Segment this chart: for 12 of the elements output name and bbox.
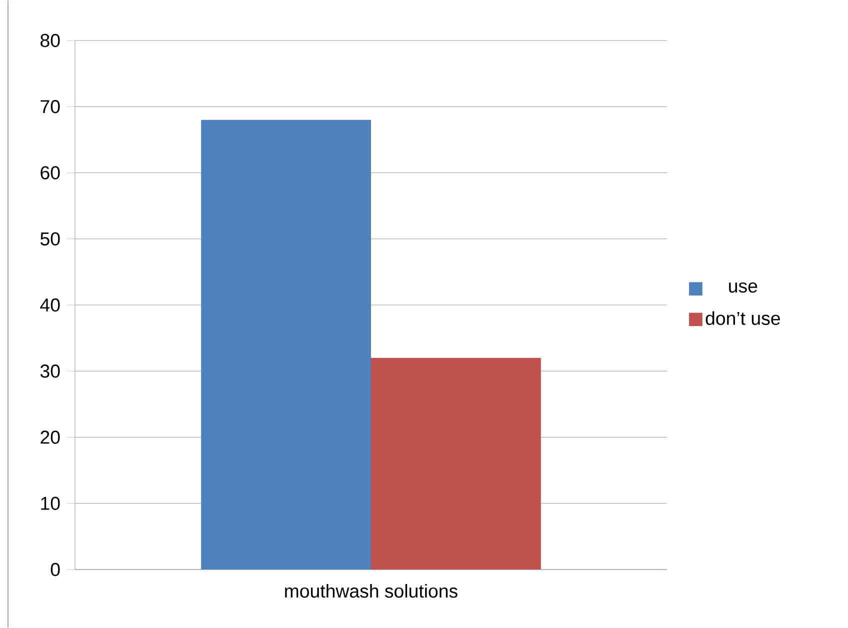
y-tick-label: 50 — [40, 232, 60, 246]
y-tick-label: 70 — [40, 100, 60, 114]
y-tick-label: 0 — [50, 562, 60, 576]
x-tick-label: mouthwash solutions — [285, 584, 458, 598]
legend-label: use — [729, 282, 758, 293]
y-tick-label: 40 — [40, 298, 60, 312]
y-tick-label: 60 — [40, 166, 60, 180]
y-tick-label: 10 — [41, 496, 60, 510]
y-tick-label: 20 — [40, 430, 60, 444]
y-tick-label: 80 — [40, 34, 60, 48]
y-tick-label: 30 — [40, 364, 60, 378]
legend-label: don’t use — [706, 311, 780, 325]
